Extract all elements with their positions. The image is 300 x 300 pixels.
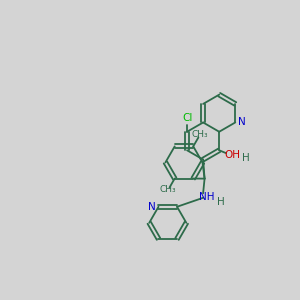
Text: NH: NH — [199, 192, 214, 202]
Text: OH: OH — [224, 150, 240, 160]
Text: CH₃: CH₃ — [160, 185, 176, 194]
Text: CH₃: CH₃ — [192, 130, 208, 140]
Text: H: H — [218, 197, 225, 207]
Text: N: N — [148, 202, 156, 212]
Text: Cl: Cl — [182, 113, 192, 124]
Text: H: H — [242, 153, 250, 163]
Text: N: N — [238, 118, 246, 128]
